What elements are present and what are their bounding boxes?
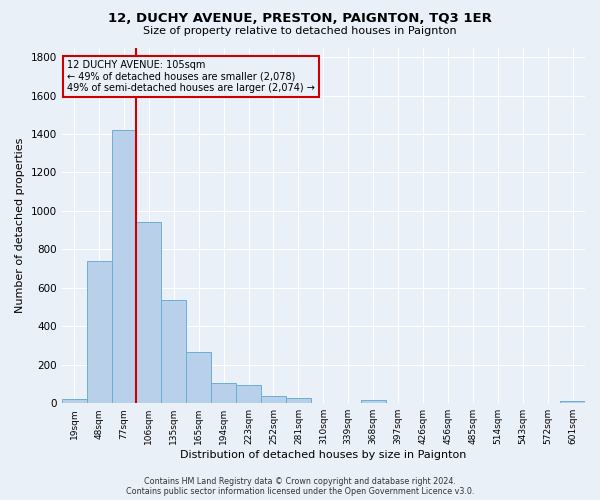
Bar bbox=[560, 400, 585, 403]
Bar bbox=[186, 352, 211, 403]
Bar bbox=[236, 385, 261, 403]
Text: Contains HM Land Registry data © Crown copyright and database right 2024.
Contai: Contains HM Land Registry data © Crown c… bbox=[126, 476, 474, 496]
Bar bbox=[112, 130, 136, 403]
Text: 12, DUCHY AVENUE, PRESTON, PAIGNTON, TQ3 1ER: 12, DUCHY AVENUE, PRESTON, PAIGNTON, TQ3… bbox=[108, 12, 492, 26]
Bar bbox=[86, 261, 112, 403]
Bar bbox=[62, 399, 86, 403]
Bar bbox=[136, 222, 161, 403]
Bar bbox=[211, 383, 236, 403]
Text: 12 DUCHY AVENUE: 105sqm
← 49% of detached houses are smaller (2,078)
49% of semi: 12 DUCHY AVENUE: 105sqm ← 49% of detache… bbox=[67, 60, 315, 93]
Bar bbox=[161, 300, 186, 403]
Bar bbox=[261, 396, 286, 403]
Text: Size of property relative to detached houses in Paignton: Size of property relative to detached ho… bbox=[143, 26, 457, 36]
X-axis label: Distribution of detached houses by size in Paignton: Distribution of detached houses by size … bbox=[180, 450, 467, 460]
Bar bbox=[286, 398, 311, 403]
Y-axis label: Number of detached properties: Number of detached properties bbox=[15, 138, 25, 313]
Bar bbox=[361, 400, 386, 403]
